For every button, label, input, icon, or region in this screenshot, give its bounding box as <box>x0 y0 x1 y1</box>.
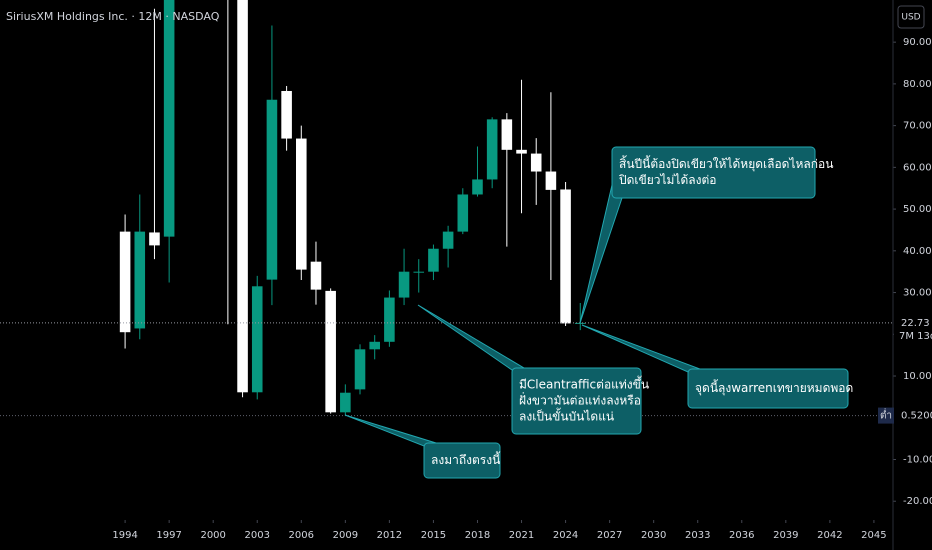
y-tick-label: 30.00 <box>903 288 932 299</box>
annotation-text: ลงเป็นขั้นบันไดแน่ <box>519 408 614 424</box>
candle-body <box>486 119 498 180</box>
x-tick-label: 2033 <box>685 530 710 541</box>
x-tick-label: 2030 <box>641 530 666 541</box>
x-tick-label: 2036 <box>729 530 754 541</box>
x-tick-label: 2024 <box>553 530 578 541</box>
candle-body <box>530 153 542 172</box>
annotation: สิ้นปีนี้ต้องปิดเขียวให้ได้หยุดเลือดไหลก… <box>579 146 833 324</box>
annotation-box <box>423 442 501 479</box>
candle-body <box>428 248 439 272</box>
x-tick-label: 2006 <box>289 530 314 541</box>
candle-body <box>472 179 483 195</box>
candle-body <box>251 286 263 393</box>
annotation-box <box>611 146 816 199</box>
x-tick-label: 2003 <box>245 530 270 541</box>
x-tick-label: 1997 <box>156 530 181 541</box>
annotation-text: จุดนี้ลุงwarrenเทขายหมดพอด <box>695 379 853 396</box>
low-tag-box <box>878 407 894 424</box>
candle-body <box>384 297 395 342</box>
low-tag: ต่ำ <box>880 408 892 422</box>
x-tick-label: 2015 <box>421 530 446 541</box>
last-price-box <box>894 314 932 343</box>
candle-body <box>398 271 410 298</box>
x-tick-label: 2009 <box>333 530 358 541</box>
last-price-label: 22.73 <box>901 318 930 329</box>
candle-body <box>134 231 146 329</box>
candle-body <box>266 99 278 280</box>
x-tick-label: 2012 <box>377 530 402 541</box>
x-tick-label: 2045 <box>861 530 886 541</box>
currency-label[interactable]: USD <box>901 13 920 23</box>
candle-body <box>340 392 351 413</box>
annotation-text: ฝั่งขวามันต่อแท่งลงหรือ <box>519 392 641 408</box>
y-tick-label: 70.00 <box>903 121 932 132</box>
x-tick-label: 1994 <box>112 530 137 541</box>
countdown-label: 7M 13d <box>899 331 932 342</box>
annotation-text: สิ้นปีนี้ต้องปิดเขียวให้ได้หยุดเลือดไหลก… <box>619 155 833 172</box>
candle-body <box>442 231 454 249</box>
x-tick-label: 2018 <box>465 530 490 541</box>
candle-body <box>325 290 336 413</box>
annotation: มีCleantrafficต่อแท่งขึ้นฝั่งขวามันต่อแท… <box>417 304 649 435</box>
candle-body <box>516 149 527 154</box>
chart-title: SiriusXM Holdings Inc. · 12M · NASDAQ <box>6 10 220 23</box>
overlay: 22.73 7M 13d ต่ำ 0.5200 สิ้นปีนี้ต้องปิดเขีย… <box>0 146 932 479</box>
candle-body <box>163 0 175 237</box>
x-tick-label: 2021 <box>509 530 534 541</box>
annotation: ลงมาถึงตรงนี้ <box>344 414 501 479</box>
candle-body <box>457 194 469 232</box>
candle-body <box>413 271 425 273</box>
candle-body <box>237 0 248 393</box>
low-label-box <box>894 407 932 424</box>
y-tick-label: -10.00 <box>903 454 932 465</box>
low-label: 0.5200 <box>901 411 932 422</box>
annotation-box <box>511 367 642 435</box>
candle-body <box>119 231 131 333</box>
y-tick-label: 50.00 <box>903 204 932 215</box>
y-tick-label: -20.00 <box>903 496 932 507</box>
candles <box>119 0 586 416</box>
y-tick-label: 40.00 <box>903 246 932 257</box>
x-tick-label: 2039 <box>773 530 798 541</box>
y-tick-label: 80.00 <box>903 79 932 90</box>
annotation-text: ลงมาถึงตรงนี้ <box>431 451 501 467</box>
candle-body <box>149 232 160 246</box>
candle-body <box>560 189 571 324</box>
annotation: จุดนี้ลุงwarrenเทขายหมดพอด <box>581 324 853 409</box>
candle-body <box>369 341 380 350</box>
candle-body <box>545 171 557 190</box>
candle-body <box>296 138 307 270</box>
y-tick-label: 90.00 <box>903 37 932 48</box>
candle-body <box>354 349 366 390</box>
currency-button[interactable] <box>897 5 925 29</box>
x-tick-label: 2042 <box>817 530 842 541</box>
y-tick-label: 10.00 <box>903 371 932 382</box>
annotation-text: ปิดเขียวไม่ได้ลงต่อ <box>618 173 716 187</box>
candle-body <box>310 261 322 290</box>
annotation-box <box>687 368 849 409</box>
candle-body <box>574 322 586 324</box>
y-tick-label: 60.00 <box>903 162 932 173</box>
annotation-text: มีCleantrafficต่อแท่งขึ้น <box>519 376 649 392</box>
x-tick-label: 2000 <box>200 530 225 541</box>
candle-body <box>281 90 292 139</box>
x-tick-label: 2027 <box>597 530 622 541</box>
candle-body <box>501 119 513 150</box>
